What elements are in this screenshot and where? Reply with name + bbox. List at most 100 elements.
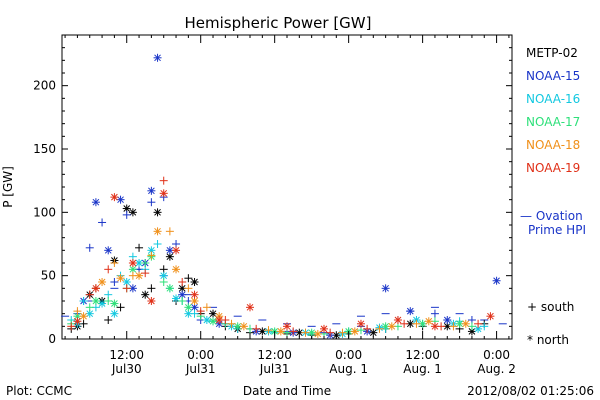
north-point: [430, 322, 439, 331]
south-point: [73, 307, 82, 316]
south-point: [227, 319, 236, 328]
south-point: [135, 243, 144, 252]
south-point: [116, 303, 125, 312]
south-point: [122, 284, 131, 293]
y-tick-label: 200: [33, 79, 56, 93]
south-point: [159, 176, 168, 185]
north-point: [85, 309, 94, 318]
north-point: [492, 276, 501, 285]
south-point: [326, 328, 335, 337]
north-point: [443, 316, 452, 324]
south-point: [375, 324, 384, 333]
north-point: [128, 265, 137, 274]
north-point: [116, 274, 125, 283]
south-point: [153, 240, 162, 248]
north-point: [369, 328, 378, 337]
south-point: [178, 297, 187, 305]
south-point: [165, 227, 174, 236]
north-point: [381, 284, 390, 293]
south-point: [122, 210, 131, 219]
x-tick-label-date: Jul31: [259, 362, 290, 376]
north-point: [91, 284, 100, 293]
north-point: [116, 195, 125, 204]
north-point: [147, 297, 156, 305]
north-point: [110, 309, 119, 318]
south-point: [110, 259, 119, 267]
north-point: [98, 299, 107, 308]
x-tick-label-time: 12:00: [109, 348, 144, 362]
x-tick-label-date: Jul30: [111, 362, 142, 376]
x-tick-label-date: Jul31: [185, 362, 216, 376]
north-point: [387, 322, 396, 331]
y-tick-label: 150: [33, 142, 56, 156]
south-point: [104, 316, 113, 324]
north-point: [98, 278, 107, 286]
ovation-label-line2: Prime HPI: [528, 223, 586, 237]
legend-entry: NOAA-18: [526, 138, 580, 152]
x-tick-label-time: 12:00: [405, 348, 440, 362]
north-point: [172, 294, 181, 303]
south-point: [196, 307, 205, 316]
north-point: [356, 319, 365, 328]
north-point: [406, 307, 415, 316]
legend-entry: METP-02: [526, 46, 578, 60]
south-point: [184, 284, 193, 293]
north-point: [91, 297, 100, 305]
south-point: [301, 328, 310, 337]
south-point: [338, 328, 347, 337]
north-point: [172, 246, 181, 255]
north-point: [141, 290, 150, 299]
north-point: [393, 316, 402, 324]
south-point: [480, 322, 489, 331]
south-point: [184, 274, 193, 283]
north-point: [190, 278, 199, 286]
north-point: [128, 284, 137, 293]
south-point: [67, 322, 76, 331]
south-point: [449, 322, 458, 331]
north-point: [110, 299, 119, 308]
north-point: [190, 290, 199, 299]
north-point: [406, 319, 415, 328]
south-point: [264, 326, 273, 335]
south-point: [289, 327, 298, 336]
south-point: [159, 278, 168, 286]
north-point: [313, 329, 322, 338]
ovation-label-line1: — Ovation: [520, 209, 583, 223]
chart-title: Hemispheric Power [GW]: [185, 14, 372, 32]
south-point: [252, 324, 261, 333]
south-marker-label: + south: [527, 300, 574, 314]
y-tick-label: 0: [48, 332, 56, 346]
y-axis-label: P [GW]: [1, 166, 15, 208]
north-point: [461, 319, 470, 328]
legend-entry: NOAA-15: [526, 69, 580, 83]
north-point: [128, 208, 137, 217]
north-point: [153, 227, 162, 236]
north-marker-label: * north: [527, 333, 569, 347]
south-point: [467, 322, 476, 331]
legend-entry: NOAA-19: [526, 161, 580, 175]
south-point: [85, 303, 94, 312]
north-point: [104, 246, 113, 255]
south-point: [98, 218, 107, 227]
plot-frame: [61, 34, 513, 340]
north-point: [165, 284, 174, 293]
south-point: [104, 297, 113, 305]
y-tick-label: 100: [33, 205, 56, 219]
y-tick-label: 50: [41, 269, 56, 283]
north-point: [486, 312, 495, 321]
footer-plot-source: Plot: CCMC: [6, 384, 72, 398]
north-point: [172, 265, 181, 274]
north-point: [215, 316, 224, 324]
south-point: [147, 284, 156, 293]
north-point: [184, 303, 193, 312]
north-point: [110, 193, 119, 202]
south-point: [110, 278, 119, 286]
north-point: [239, 322, 248, 331]
x-axis-label: Date and Time: [243, 384, 331, 398]
legend-entry: NOAA-16: [526, 92, 580, 106]
south-point: [147, 251, 156, 260]
south-point: [141, 269, 150, 278]
x-tick-label-time: 0:00: [335, 348, 362, 362]
south-point: [178, 278, 187, 286]
